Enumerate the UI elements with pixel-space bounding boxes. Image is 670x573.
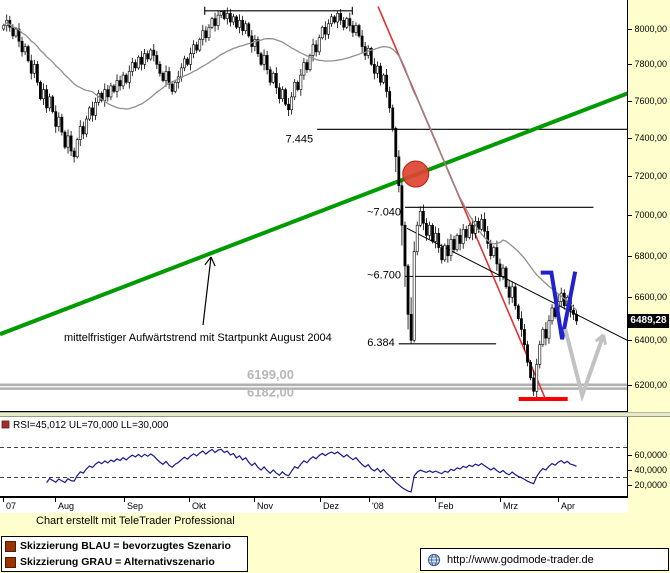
svg-text:7.445: 7.445 xyxy=(286,133,314,145)
x-axis-tick xyxy=(124,498,125,502)
y-axis-tick xyxy=(628,340,632,341)
y-axis-label: 20,0000 xyxy=(634,480,667,490)
price-axis: 8000,00 7800,00 7600,00 7400,00 7200,00 7000,… xyxy=(628,0,670,497)
x-axis-label: Mrz xyxy=(503,501,518,511)
y-axis-label: 7600,00 xyxy=(634,96,667,106)
x-axis-label: '08 xyxy=(372,501,384,511)
x-axis-tick xyxy=(558,498,559,502)
globe-icon xyxy=(427,553,441,566)
x-axis-tick xyxy=(500,498,501,502)
x-axis-label: Apr xyxy=(561,501,576,511)
y-axis-label: 6800,00 xyxy=(634,251,667,261)
website-url[interactable]: http://www.godmode-trader.de xyxy=(447,553,594,566)
y-axis-label: 60,0000 xyxy=(634,450,667,460)
y-axis-tick xyxy=(628,138,632,139)
svg-text:~7.040: ~7.040 xyxy=(367,206,401,218)
svg-text:6.384: 6.384 xyxy=(367,337,395,349)
time-axis: 07 Aug Sep Okt Nov Dez '08 Feb Mrz Apr xyxy=(0,497,628,513)
rsi-indicator-icon xyxy=(1,420,10,429)
y-axis-label: 7400,00 xyxy=(634,133,667,143)
y-axis-label: 7200,00 xyxy=(634,171,667,181)
y-axis-label: 40,0000 xyxy=(634,465,667,475)
rsi-indicator-pane: RSI=45,012 UL=70,000 LL=30,000 xyxy=(0,417,628,497)
legend-label-blue: Skizzierung BLAU = bevorzugtes Szenario xyxy=(20,540,231,552)
x-axis-label: Okt xyxy=(192,501,207,511)
website-link-box[interactable]: http://www.godmode-trader.de xyxy=(420,548,669,571)
y-axis-label: 6200,00 xyxy=(634,380,667,390)
pane-splitter[interactable] xyxy=(0,412,670,417)
y-axis-tick xyxy=(628,101,632,102)
svg-text:6182,00: 6182,00 xyxy=(247,385,294,400)
y-axis-tick xyxy=(628,485,632,486)
main-price-chart: 7.445 ~7.040 ~6.700 6.384 6199,00 6182,00 mitt… xyxy=(0,0,628,412)
chart-credit-text: Chart erstellt mit TeleTrader Profession… xyxy=(36,515,235,527)
svg-text:6199,00: 6199,00 xyxy=(247,367,294,382)
last-price-badge: 6489,28 xyxy=(628,314,669,328)
x-axis-label: 07 xyxy=(6,501,17,511)
svg-text:mittelfristiger Aufwärtstrend: mittelfristiger Aufwärtstrend mit Startp… xyxy=(64,332,332,344)
y-axis-tick xyxy=(628,29,632,30)
gray-scenario-sketch xyxy=(563,328,607,403)
y-axis-tick xyxy=(628,385,632,386)
x-axis-tick xyxy=(369,498,370,502)
legend-row-blue: Skizzierung BLAU = bevorzugtes Szenario xyxy=(5,540,244,552)
y-axis-tick xyxy=(628,256,632,257)
y-axis-label: 6400,00 xyxy=(634,335,667,345)
y-axis-label: 7000,00 xyxy=(634,210,667,220)
legend-label-gray: Skizzierung GRAU = Alternativszenario xyxy=(20,556,215,568)
blue-scenario-sketch xyxy=(540,270,578,340)
rsi-line xyxy=(46,448,577,493)
y-axis-tick xyxy=(628,176,632,177)
x-axis-label: Feb xyxy=(438,501,454,511)
x-axis-label: Dez xyxy=(323,501,340,511)
y-axis-label: 6600,00 xyxy=(634,292,667,302)
y-axis-label: 7800,00 xyxy=(634,59,667,69)
uptrend-annotation: mittelfristiger Aufwärtstrend mit Startp… xyxy=(64,256,332,344)
x-axis-tick xyxy=(254,498,255,502)
rsi-label: RSI=45,012 UL=70,000 LL=30,000 xyxy=(13,420,169,431)
y-axis-tick xyxy=(628,297,632,298)
y-axis-tick xyxy=(628,470,632,471)
scenario-legend-box: Skizzierung BLAU = bevorzugtes Szenario … xyxy=(1,536,248,572)
y-axis-tick xyxy=(628,64,632,65)
y-axis-tick xyxy=(628,215,632,216)
x-axis-tick xyxy=(435,498,436,502)
x-axis-tick xyxy=(189,498,190,502)
candles-layer xyxy=(2,7,578,398)
sketch-icon xyxy=(5,540,16,552)
x-axis-tick xyxy=(320,498,321,502)
gray-support-bands: 6199,00 6182,00 xyxy=(0,367,628,400)
x-axis-label: Nov xyxy=(257,501,274,511)
moving-average-line xyxy=(3,22,577,311)
legend-row-gray: Skizzierung GRAU = Alternativszenario xyxy=(5,556,244,568)
x-axis-label: Aug xyxy=(58,501,75,511)
x-axis-tick xyxy=(3,498,4,502)
x-axis-tick xyxy=(55,498,56,502)
x-axis-label: Sep xyxy=(127,501,144,511)
green-uptrend-line xyxy=(0,91,628,337)
breakout-highlight-circle xyxy=(402,160,430,188)
y-axis-tick xyxy=(628,455,632,456)
sketch-icon xyxy=(5,556,16,568)
horizontal-levels: 7.445 ~7.040 ~6.700 6.384 xyxy=(204,6,628,349)
svg-text:~6.700: ~6.700 xyxy=(367,269,401,281)
y-axis-label: 8000,00 xyxy=(634,24,667,34)
price-plot-background xyxy=(0,0,628,412)
